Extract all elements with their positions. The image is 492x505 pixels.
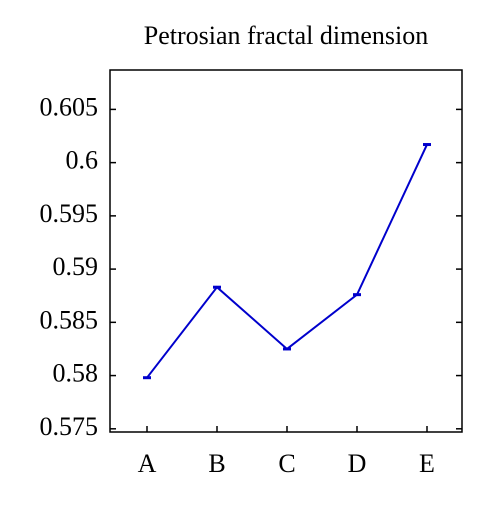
x-tick-label: B: [208, 449, 225, 478]
data-line: [146, 144, 428, 379]
plot-frame: [109, 69, 463, 433]
y-tick-label: 0.595: [40, 199, 99, 228]
x-tick-label: C: [278, 449, 295, 478]
chart-title: Petrosian fractal dimension: [144, 21, 428, 50]
y-tick-label: 0.58: [53, 359, 99, 388]
x-tick-label: D: [348, 449, 367, 478]
y-tick-label: 0.605: [40, 92, 99, 121]
y-tick-label: 0.6: [66, 146, 99, 175]
x-tick-label: A: [138, 449, 157, 478]
x-tick-label: E: [419, 449, 435, 478]
y-tick-label: 0.585: [40, 305, 99, 334]
y-tick-label: 0.575: [40, 412, 99, 441]
y-tick-label: 0.59: [53, 252, 99, 281]
